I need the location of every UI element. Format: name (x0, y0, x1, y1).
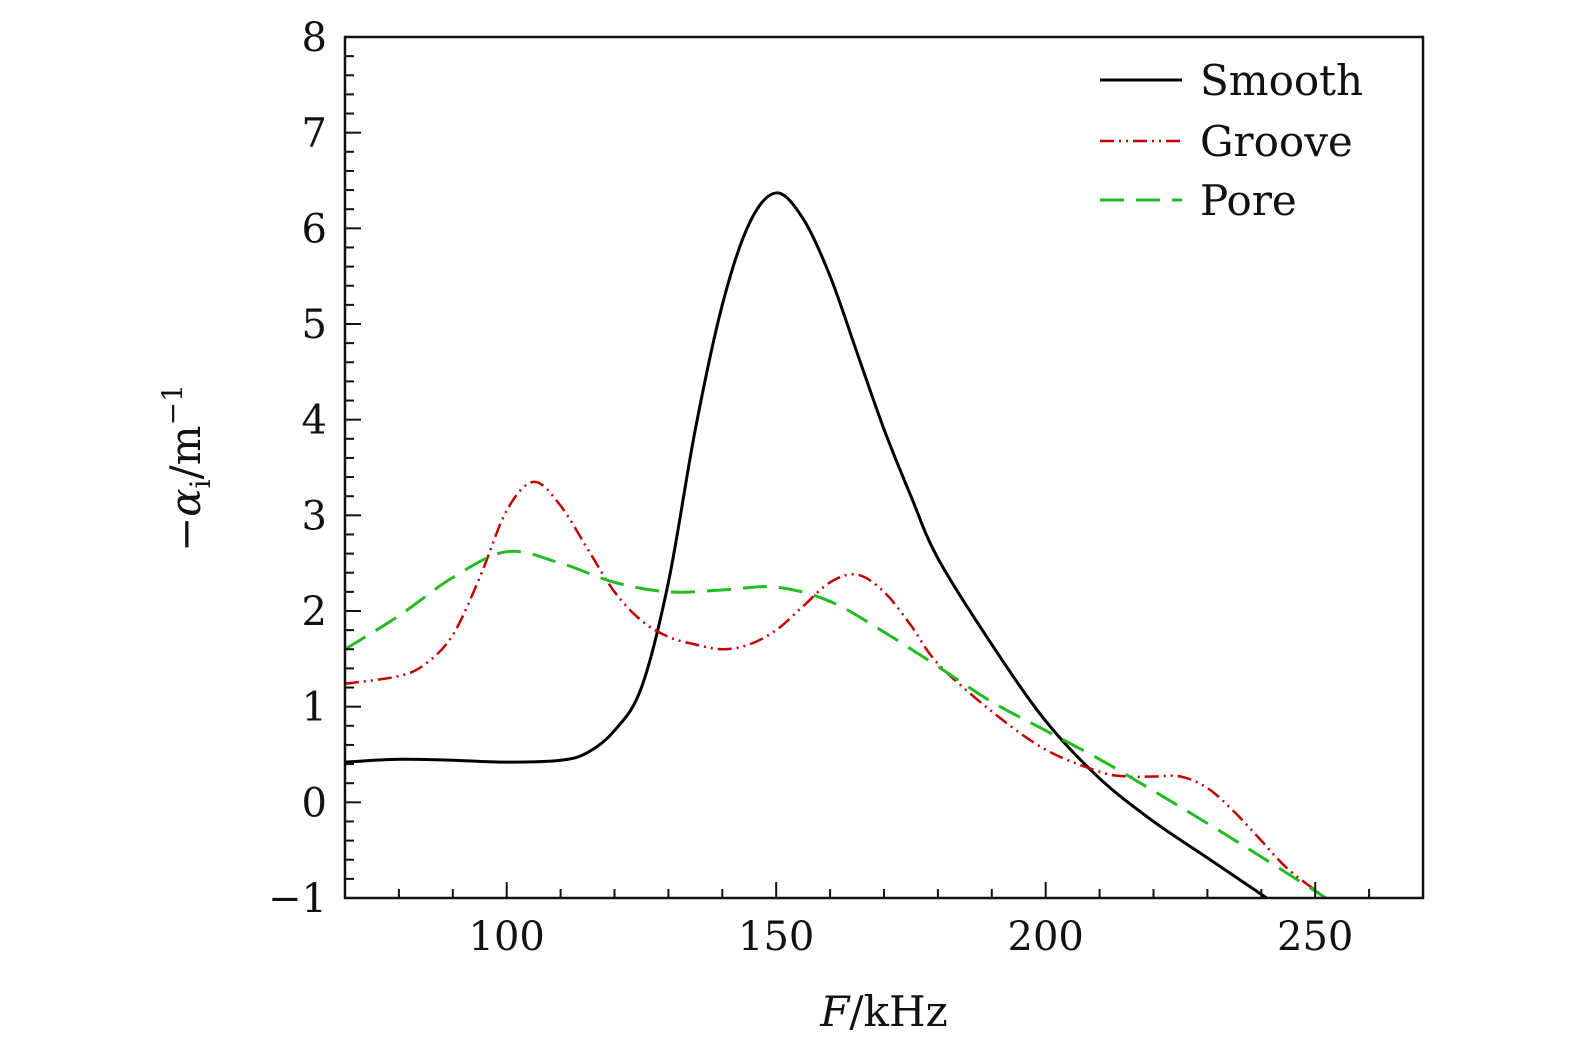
x-tick-label: 150 (738, 914, 814, 960)
legend-label-smooth: Smooth (1200, 56, 1363, 105)
y-tick-label: 8 (302, 15, 327, 61)
x-tick-label: 250 (1277, 914, 1353, 960)
series-line-pore (345, 549, 1327, 898)
x-tick-label: 100 (469, 914, 545, 960)
series-line-groove (345, 480, 1327, 898)
ticks-layer (344, 36, 1424, 899)
y-axis-label-sup: −1 (156, 384, 189, 425)
y-tick-label: 5 (302, 302, 327, 348)
series-line-smooth (345, 191, 1268, 898)
x-axis-label-unit: /kHz (849, 987, 947, 1036)
y-tick-label: 7 (302, 111, 327, 157)
legend: Smooth Groove Pore (1100, 56, 1363, 225)
y-tick-label: 1 (302, 685, 327, 731)
y-tick-label: 6 (302, 206, 327, 252)
y-tick-label: −1 (268, 876, 327, 922)
y-tick-label: 4 (302, 398, 327, 444)
y-axis-label-mid: /m (161, 425, 210, 479)
legend-label-pore: Pore (1200, 176, 1297, 225)
series-layer (345, 191, 1327, 898)
plot-frame (343, 35, 1425, 900)
x-axis-label: F/kHz (819, 987, 948, 1036)
y-axis-label-sub: i (184, 479, 217, 488)
y-axis-label-prefix: −α (161, 488, 210, 552)
y-tick-label: 0 (302, 780, 327, 826)
y-tick-label: 2 (302, 589, 327, 635)
tick-labels-layer: 100 150 200 250 −1 0 1 2 3 4 5 6 7 8 (268, 15, 1353, 960)
y-tick-label: 3 (302, 493, 327, 539)
x-axis-label-var: F (819, 987, 851, 1036)
legend-label-groove: Groove (1200, 117, 1353, 166)
x-tick-label: 200 (1008, 914, 1084, 960)
y-axis-label: −αi/m−1 (156, 384, 217, 552)
